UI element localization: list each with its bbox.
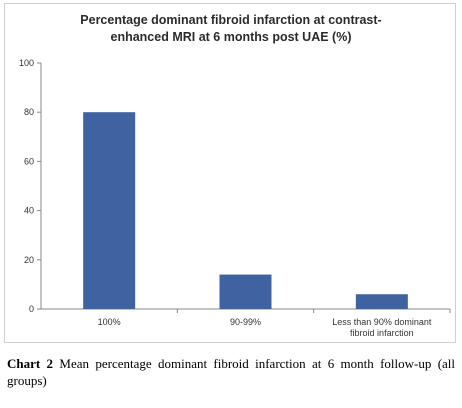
y-tick-label: 40 bbox=[24, 206, 34, 216]
caption-label: Chart 2 bbox=[7, 356, 54, 371]
x-category-label: 90-99% bbox=[230, 317, 261, 327]
caption-text: Mean percentage dominant fibroid infarct… bbox=[7, 356, 456, 388]
figure-caption: Chart 2 Mean percentage dominant fibroid… bbox=[7, 355, 455, 389]
chart-title: Percentage dominant fibroid infarction a… bbox=[5, 12, 457, 46]
y-tick-label: 100 bbox=[19, 58, 34, 68]
bar-chart: 0 20 40 60 80 100 100% 90-99% Less than 90% domi… bbox=[19, 58, 451, 338]
chart-title-line-1: Percentage dominant fibroid infarction a… bbox=[80, 13, 382, 27]
y-tick-label: 80 bbox=[24, 107, 34, 117]
x-category-label: 100% bbox=[98, 317, 121, 327]
y-tick-label: 20 bbox=[24, 255, 34, 265]
y-tick-label: 0 bbox=[29, 304, 34, 314]
x-category-label: Less than 90% dominant fibroid infarction bbox=[332, 317, 432, 338]
y-tick-label: 60 bbox=[24, 156, 34, 166]
bar bbox=[83, 112, 136, 309]
bar bbox=[219, 274, 272, 309]
chart-title-line-2: enhanced MRI at 6 months post UAE (%) bbox=[110, 30, 352, 44]
chart-frame: Percentage dominant fibroid infarction a… bbox=[4, 3, 456, 343]
bar bbox=[355, 294, 408, 309]
